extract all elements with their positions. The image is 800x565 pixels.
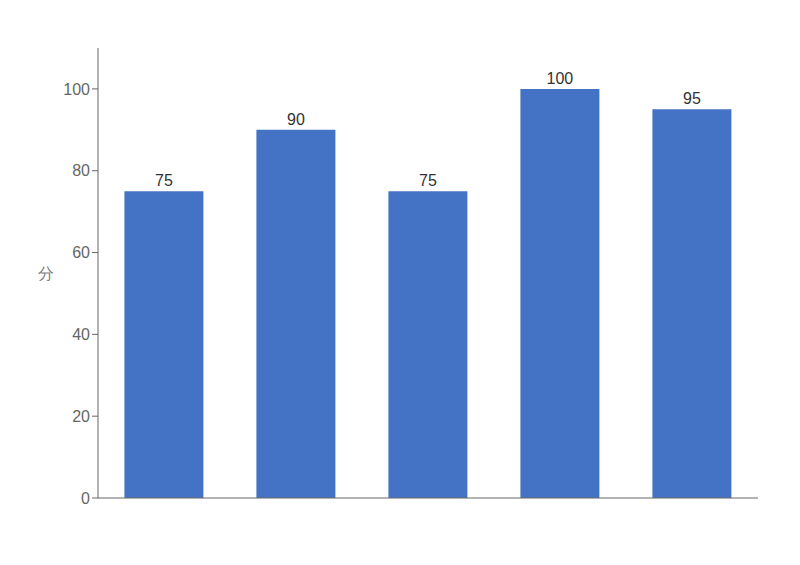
svg-text:分: 分 xyxy=(38,265,54,282)
svg-text:90: 90 xyxy=(287,111,305,128)
svg-text:75: 75 xyxy=(155,172,173,189)
svg-text:75: 75 xyxy=(419,172,437,189)
svg-text:40: 40 xyxy=(72,326,90,343)
svg-text:0: 0 xyxy=(81,490,90,507)
svg-text:100: 100 xyxy=(547,70,574,87)
svg-text:95: 95 xyxy=(683,90,701,107)
svg-text:60: 60 xyxy=(72,244,90,261)
svg-text:100: 100 xyxy=(63,81,90,98)
svg-text:20: 20 xyxy=(72,408,90,425)
svg-text:80: 80 xyxy=(72,162,90,179)
